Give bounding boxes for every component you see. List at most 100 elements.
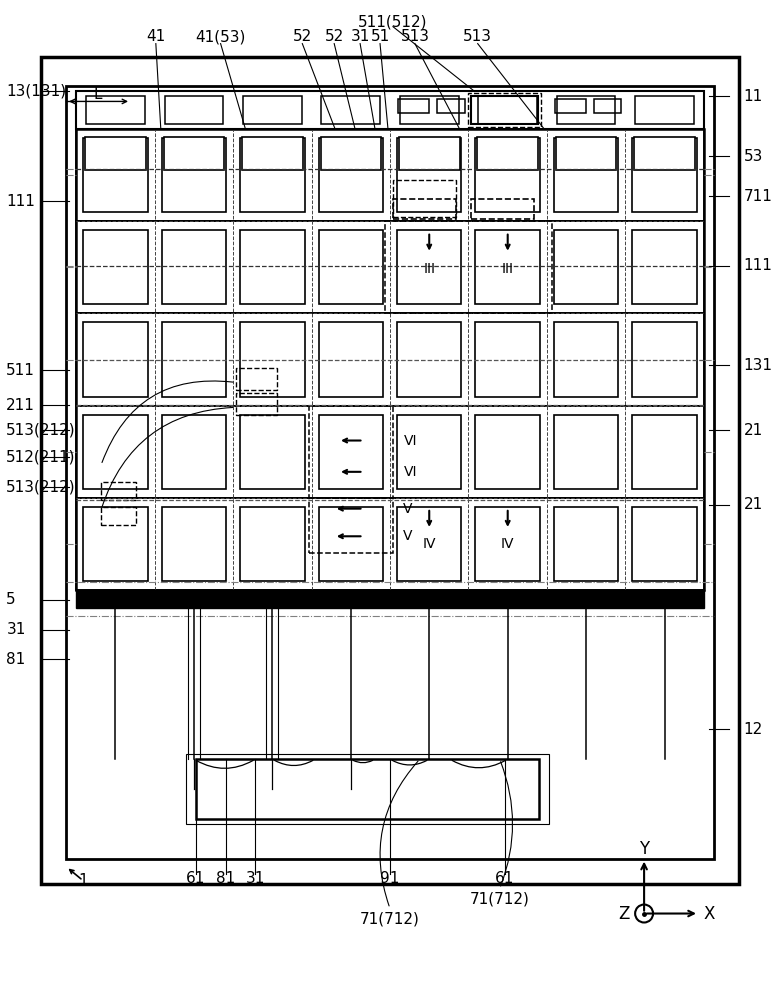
Bar [472, 96, 538, 124]
Text: 61: 61 [495, 871, 515, 886]
Text: 71(712): 71(712) [470, 891, 529, 906]
Bar [554, 138, 619, 212]
Bar [472, 199, 534, 219]
Bar [399, 137, 460, 170]
Bar [162, 415, 226, 489]
Bar [101, 507, 136, 525]
Bar [101, 482, 136, 500]
Bar [397, 415, 461, 489]
Bar [164, 96, 223, 124]
Bar [83, 322, 148, 397]
Text: 711: 711 [744, 189, 773, 204]
Text: IV: IV [422, 537, 436, 551]
Text: L: L [94, 87, 102, 102]
Bar [76, 129, 704, 221]
Bar [318, 138, 383, 212]
Text: V: V [404, 529, 413, 543]
Text: Z: Z [619, 905, 630, 923]
Text: 51: 51 [371, 29, 389, 44]
Bar [196, 759, 540, 819]
Text: IV: IV [501, 537, 515, 551]
Bar [318, 230, 383, 304]
Text: VI: VI [404, 465, 418, 479]
Bar [594, 99, 622, 113]
Bar [240, 322, 304, 397]
Bar [162, 322, 226, 397]
Bar [76, 498, 704, 590]
Bar [556, 137, 616, 170]
Bar [398, 99, 429, 113]
Bar [318, 415, 383, 489]
Bar [243, 96, 302, 124]
Bar [186, 754, 550, 824]
Text: 511(512): 511(512) [358, 14, 428, 29]
Bar [478, 137, 538, 170]
Bar [83, 507, 148, 581]
Text: V: V [404, 502, 413, 516]
Text: 52: 52 [325, 29, 344, 44]
Bar [554, 507, 619, 581]
Text: 513: 513 [400, 29, 429, 44]
Bar [240, 138, 304, 212]
Text: 71(712): 71(712) [360, 911, 420, 926]
Bar [554, 99, 586, 113]
Text: 31: 31 [350, 29, 370, 44]
Bar [475, 415, 540, 489]
Bar [162, 138, 226, 212]
Bar [479, 96, 537, 124]
Bar [76, 91, 704, 129]
Bar [76, 129, 704, 590]
Bar [397, 322, 461, 397]
Bar [633, 230, 697, 304]
Text: 131: 131 [744, 358, 773, 373]
Bar [162, 230, 226, 304]
Bar [235, 368, 278, 390]
Bar [475, 138, 540, 212]
Bar [83, 415, 148, 489]
Bar [437, 99, 465, 113]
Text: 11: 11 [744, 89, 763, 104]
Bar [475, 230, 540, 304]
Text: 53: 53 [744, 149, 763, 164]
Bar [468, 93, 541, 127]
Bar [235, 393, 278, 415]
Bar [554, 230, 619, 304]
Bar [633, 138, 697, 212]
Bar [321, 137, 381, 170]
Text: 513(212): 513(212) [6, 423, 76, 438]
Text: III: III [502, 262, 514, 276]
Bar [400, 96, 458, 124]
Bar [393, 180, 456, 217]
Text: 61: 61 [186, 871, 206, 886]
Text: 21: 21 [744, 423, 763, 438]
Bar [66, 86, 714, 859]
Text: 1: 1 [78, 873, 88, 888]
Bar [633, 415, 697, 489]
Bar [76, 590, 704, 608]
Bar [321, 96, 380, 124]
Bar [318, 507, 383, 581]
Text: Y: Y [639, 840, 649, 858]
Bar [633, 507, 697, 581]
Text: 91: 91 [380, 871, 400, 886]
Bar [240, 507, 304, 581]
Text: VI: VI [404, 434, 418, 448]
Bar [85, 137, 145, 170]
Text: 41: 41 [146, 29, 166, 44]
Text: 211: 211 [6, 398, 35, 413]
Bar [393, 199, 456, 219]
Bar [318, 322, 383, 397]
Text: 41(53): 41(53) [196, 29, 246, 44]
Bar [554, 415, 619, 489]
Bar [76, 406, 704, 498]
Text: 5: 5 [6, 592, 16, 607]
Bar [397, 138, 461, 212]
Bar [41, 57, 739, 884]
Text: 81: 81 [216, 871, 235, 886]
Bar [309, 406, 393, 498]
Bar [242, 137, 303, 170]
Text: 31: 31 [246, 871, 265, 886]
Bar [634, 137, 695, 170]
Bar [83, 138, 148, 212]
Text: 31: 31 [6, 622, 26, 637]
